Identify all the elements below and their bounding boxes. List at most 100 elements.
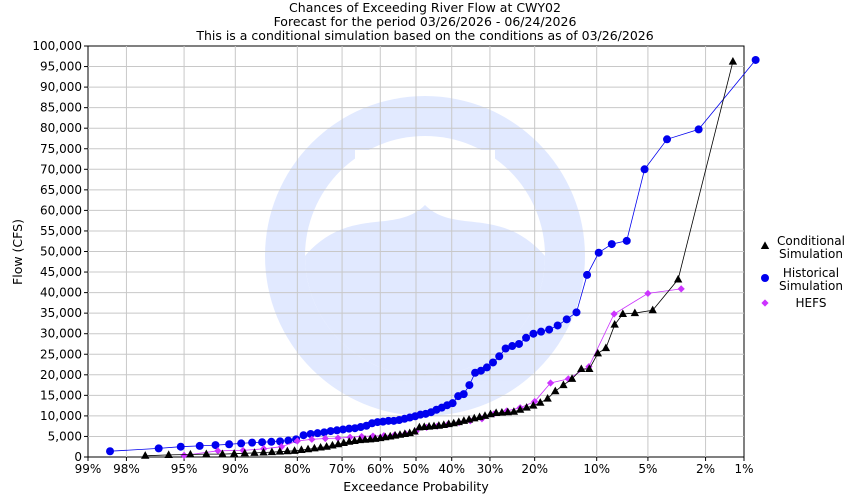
data-point-conditional-simulation bbox=[559, 380, 568, 389]
data-point-hefs bbox=[321, 434, 329, 443]
data-point-historical-simulation bbox=[515, 339, 524, 348]
x-tick-label: 90% bbox=[222, 462, 249, 476]
data-point-historical-simulation bbox=[459, 390, 468, 399]
x-tick-label: 30% bbox=[477, 462, 504, 476]
data-point-historical-simulation bbox=[267, 437, 276, 446]
data-point-historical-simulation bbox=[694, 125, 703, 134]
y-tick-label: 15,000 bbox=[40, 388, 82, 402]
data-point-historical-simulation bbox=[537, 327, 546, 336]
x-tick-label: 20% bbox=[521, 462, 548, 476]
data-point-conditional-simulation bbox=[218, 449, 227, 458]
y-tick-label: 70,000 bbox=[40, 162, 82, 176]
data-point-conditional-simulation bbox=[515, 405, 525, 413]
data-point-hefs bbox=[546, 379, 555, 387]
series-conditional-simulation bbox=[141, 57, 738, 459]
series-historical-simulation bbox=[106, 55, 760, 456]
y-tick-label: 90,000 bbox=[40, 80, 82, 94]
data-point-conditional-simulation bbox=[310, 443, 319, 452]
data-point-conditional-simulation bbox=[267, 447, 277, 456]
data-point-historical-simulation bbox=[522, 333, 531, 342]
data-point-historical-simulation bbox=[553, 321, 562, 330]
y-tick-label: 35,000 bbox=[40, 306, 82, 320]
legend-label-historical-simulation: Simulation bbox=[779, 279, 843, 293]
y-tick-label: 80,000 bbox=[40, 121, 82, 135]
x-axis-ticks: 99% 98% 95% 90% 80% 70% 60% 50% 40% 30% 20% 10% 5% 2%… bbox=[75, 457, 754, 476]
data-point-conditional-simulation bbox=[509, 407, 519, 415]
data-point-conditional-simulation bbox=[593, 348, 603, 357]
data-point-historical-simulation bbox=[607, 240, 616, 249]
x-tick-label: 80% bbox=[284, 462, 311, 476]
data-point-conditional-simulation bbox=[283, 446, 292, 455]
data-point-historical-simulation bbox=[562, 315, 571, 324]
data-point-conditional-simulation bbox=[601, 343, 611, 352]
data-point-conditional-simulation bbox=[728, 57, 738, 65]
legend-symbol-conditional-simulation bbox=[760, 241, 770, 249]
data-point-hefs bbox=[214, 447, 222, 455]
data-point-hefs bbox=[180, 451, 188, 459]
data-point-historical-simulation bbox=[225, 440, 234, 449]
data-point-historical-simulation bbox=[495, 352, 504, 361]
data-point-conditional-simulation bbox=[551, 386, 560, 395]
data-point-conditional-simulation bbox=[529, 401, 538, 409]
y-tick-label: 20,000 bbox=[40, 368, 82, 382]
data-point-conditional-simulation bbox=[186, 449, 195, 458]
data-point-historical-simulation bbox=[332, 426, 341, 435]
data-point-conditional-simulation bbox=[522, 403, 531, 411]
y-tick-label: 75,000 bbox=[40, 142, 82, 156]
x-tick-label: 5% bbox=[638, 462, 657, 476]
data-point-historical-simulation bbox=[284, 436, 293, 445]
data-point-conditional-simulation bbox=[577, 364, 586, 373]
chart-subtitle-line-1: Forecast for the period 03/26/2026 - 06/… bbox=[274, 14, 577, 29]
legend-label-historical-simulation: Historical bbox=[783, 266, 839, 280]
data-point-historical-simulation bbox=[154, 444, 163, 453]
data-point-historical-simulation bbox=[106, 447, 115, 456]
data-point-historical-simulation bbox=[339, 425, 348, 434]
data-point-conditional-simulation bbox=[250, 448, 259, 456]
x-tick-label: 95% bbox=[171, 462, 198, 476]
legend-label-conditional-simulation: Conditional bbox=[777, 234, 845, 248]
data-point-historical-simulation bbox=[237, 439, 246, 448]
data-point-conditional-simulation bbox=[410, 426, 419, 435]
data-point-historical-simulation bbox=[448, 399, 457, 408]
data-point-conditional-simulation bbox=[202, 449, 211, 458]
data-point-historical-simulation bbox=[640, 165, 649, 174]
data-point-conditional-simulation bbox=[240, 448, 249, 457]
data-point-conditional-simulation bbox=[141, 451, 150, 459]
y-tick-label: 0 bbox=[74, 450, 82, 464]
legend: ConditionalSimulationHistoricalSimulatio… bbox=[760, 234, 845, 310]
legend-label-conditional-simulation: Simulation bbox=[779, 247, 843, 261]
data-point-conditional-simulation bbox=[610, 320, 619, 328]
y-tick-label: 55,000 bbox=[40, 224, 82, 238]
data-point-historical-simulation bbox=[751, 55, 760, 64]
y-tick-label: 25,000 bbox=[40, 347, 82, 361]
data-point-conditional-simulation bbox=[536, 398, 545, 406]
x-tick-label: 2% bbox=[696, 462, 715, 476]
data-point-historical-simulation bbox=[545, 325, 554, 334]
x-tick-label: 50% bbox=[403, 462, 430, 476]
data-point-historical-simulation bbox=[276, 437, 285, 446]
data-point-hefs bbox=[308, 435, 316, 443]
x-tick-label: 70% bbox=[329, 462, 356, 476]
y-axis-ticks: 0 5,000 10,000 15,000 20,000 25,000 30,000 35,0… bbox=[32, 39, 88, 464]
y-tick-label: 10,000 bbox=[40, 409, 82, 423]
y-tick-label: 60,000 bbox=[40, 203, 82, 217]
data-point-historical-simulation bbox=[488, 358, 497, 367]
legend-symbol-historical-simulation bbox=[761, 274, 769, 282]
legend-symbol-hefs bbox=[761, 299, 769, 307]
y-tick-label: 85,000 bbox=[40, 101, 82, 115]
data-point-conditional-simulation bbox=[229, 449, 239, 457]
data-point-conditional-simulation bbox=[497, 408, 507, 416]
data-point-historical-simulation bbox=[622, 236, 631, 245]
x-tick-label: 98% bbox=[113, 462, 140, 476]
data-point-conditional-simulation bbox=[543, 394, 552, 402]
noaa-logo-watermark bbox=[265, 96, 585, 416]
data-point-conditional-simulation bbox=[164, 450, 173, 458]
data-point-conditional-simulation bbox=[290, 446, 299, 454]
x-tick-label: 10% bbox=[583, 462, 610, 476]
data-point-conditional-simulation bbox=[503, 407, 512, 416]
data-point-conditional-simulation bbox=[297, 445, 306, 454]
x-gridlines bbox=[125, 46, 707, 457]
